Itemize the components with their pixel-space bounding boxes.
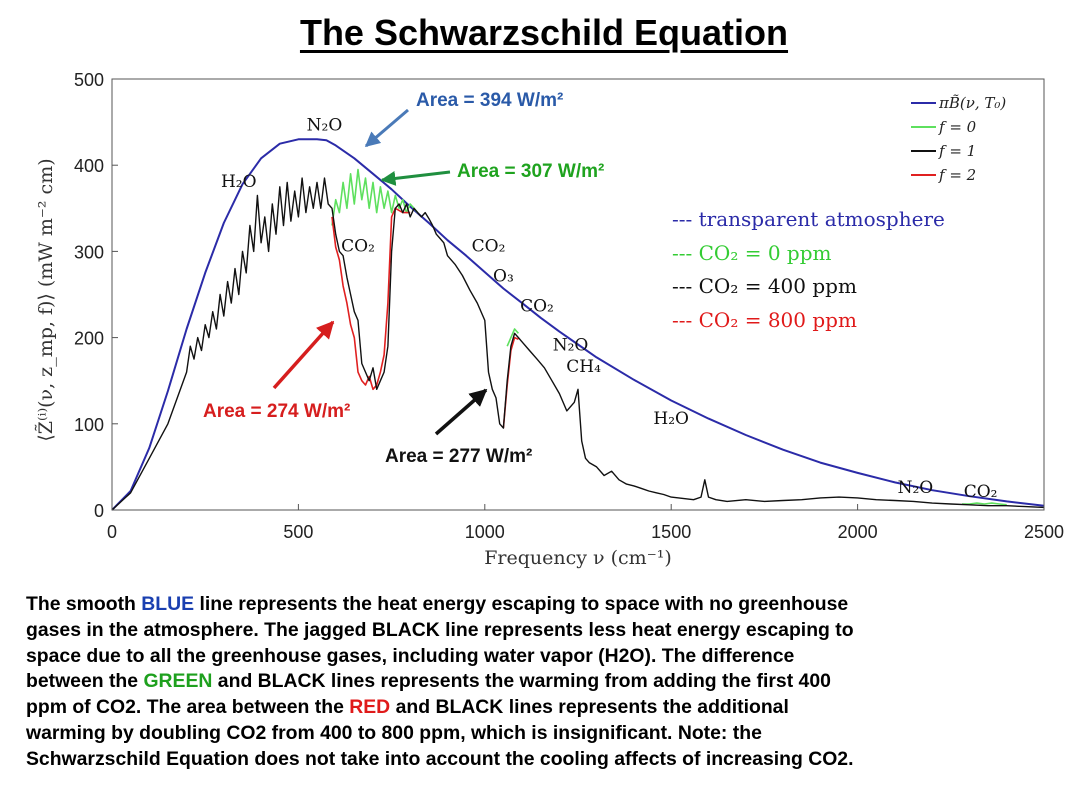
plot-frame — [111, 78, 1045, 511]
y-axis-label: ⟨Z̃⁽ⁱ⁾(ν, z_mp, f)⟩ (mW m⁻² cm) — [35, 158, 57, 441]
series-line-2 — [111, 177, 1045, 511]
area-307-label: Area = 307 W/m² — [457, 161, 604, 182]
gas-label: CO₂ — [472, 236, 506, 256]
caption-blue-word: BLUE — [141, 593, 195, 615]
caption: The smooth BLUE line represents the heat… — [26, 592, 1076, 773]
x-tick-label: 0 — [107, 522, 117, 542]
gas-label: N₂O — [553, 336, 589, 356]
y-tick-label: 500 — [74, 70, 104, 90]
area-274-arrow — [272, 320, 335, 390]
caption-line-1: The smooth BLUE line represents the heat… — [26, 593, 849, 615]
ticks-layer: 0 500 1000 1500 2000 2500 0 100 200 300 400 500 — [74, 70, 1064, 542]
area-394-label: Area = 394 W/m² — [416, 90, 563, 111]
x-tick-label: 2500 — [1024, 522, 1064, 542]
area-277-label: Area = 277 W/m² — [385, 446, 532, 467]
legend-entry-f1: f = 1 — [938, 142, 976, 160]
caption-line-3: space due to all the greenhouse gases, i… — [26, 644, 795, 667]
y-tick-label: 400 — [74, 156, 104, 176]
gas-label: H₂O — [221, 172, 257, 192]
gas-label: CO₂ — [964, 482, 998, 502]
gas-label: CO₂ — [520, 297, 554, 317]
series-line-0 — [111, 138, 1045, 511]
x-tick-label: 1500 — [651, 522, 691, 542]
caption-red-word: RED — [349, 696, 391, 719]
scenario-co2-0: --- CO₂ = 0 ppm — [672, 241, 832, 265]
schwarzschild-chart: 0 500 1000 1500 2000 2500 0 100 200 300 400 500 N₂O… — [35, 70, 1064, 569]
caption-line-5: ppm of CO2. The area between the RED and… — [26, 696, 789, 719]
caption-line-6: warming by doubling CO2 from 400 to 800 … — [26, 721, 762, 744]
x-tick-label: 2000 — [838, 522, 878, 542]
y-tick-label: 100 — [74, 415, 104, 435]
gas-label: O₃ — [493, 267, 514, 287]
caption-line-2: gases in the atmosphere. The jagged BLAC… — [26, 618, 854, 641]
gas-label: CO₂ — [341, 236, 375, 256]
scenario-transparent: --- transparent atmosphere — [672, 207, 945, 231]
gas-label: H₂O — [653, 409, 689, 429]
area-277-arrow — [434, 388, 488, 436]
caption-line-7: Schwarzschild Equation does not take int… — [26, 747, 854, 770]
legend-entry-f0: f = 0 — [938, 118, 977, 136]
series-line-1 — [331, 168, 1007, 506]
caption-line-4: between the GREEN and BLACK lines repres… — [26, 670, 831, 693]
x-tick-label: 500 — [283, 522, 313, 542]
page-title: The Schwarzschild Equation — [299, 12, 789, 53]
area-274-label: Area = 274 W/m² — [203, 401, 350, 422]
gas-label: N₂O — [898, 478, 934, 498]
scenario-co2-800: --- CO₂ = 800 ppm — [672, 308, 857, 332]
y-tick-label: 0 — [94, 501, 104, 521]
x-tick-label: 1000 — [465, 522, 505, 542]
series-layer — [111, 138, 1045, 511]
area-394-arrow — [364, 108, 409, 148]
x-axis-label: Frequency ν (cm⁻¹) — [484, 547, 672, 569]
y-tick-label: 200 — [74, 329, 104, 349]
gas-label: N₂O — [307, 116, 343, 136]
legend: πB̃(ν, T₀) f = 0 f = 1 f = 2 — [911, 94, 1006, 184]
caption-green-word: GREEN — [143, 670, 213, 693]
y-tick-label: 300 — [74, 242, 104, 262]
area-307-arrow — [380, 170, 451, 186]
legend-entry-planck: πB̃(ν, T₀) — [938, 94, 1006, 112]
gas-label: CH₄ — [566, 357, 601, 377]
legend-entry-f2: f = 2 — [938, 166, 976, 184]
scenario-co2-400: --- CO₂ = 400 ppm — [672, 274, 857, 298]
